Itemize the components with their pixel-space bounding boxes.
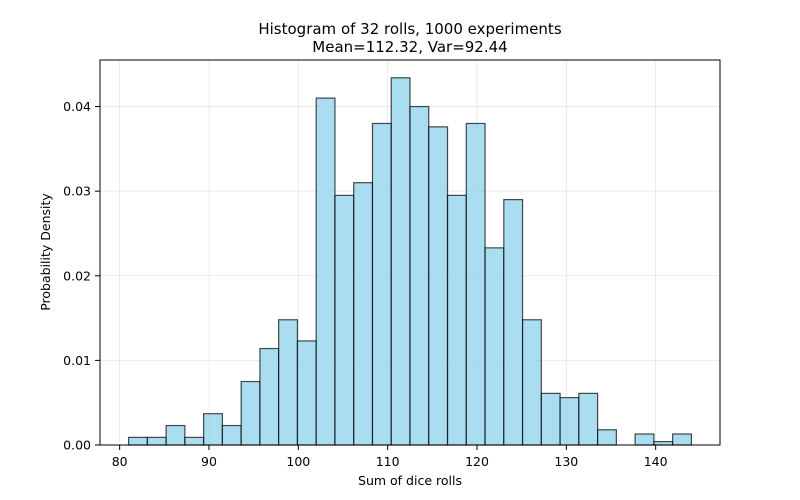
y-tick-label: 0.00 bbox=[63, 438, 91, 453]
y-tick-label: 0.04 bbox=[63, 99, 91, 114]
histogram-bar bbox=[597, 429, 617, 446]
x-tick-label: 120 bbox=[465, 454, 489, 469]
y-tick-label: 0.02 bbox=[63, 268, 91, 283]
histogram-bar bbox=[428, 126, 449, 446]
y-tick-label: 0.01 bbox=[63, 353, 91, 368]
x-tick-label: 130 bbox=[554, 454, 578, 469]
chart-title-line1: Histogram of 32 rolls, 1000 experiments bbox=[258, 20, 561, 38]
x-axis-label: Sum of dice rolls bbox=[358, 473, 462, 488]
histogram-bar bbox=[540, 392, 561, 446]
histogram-bar bbox=[259, 347, 280, 446]
x-tick-label: 140 bbox=[644, 454, 668, 469]
x-tick-label: 100 bbox=[286, 454, 310, 469]
histogram-bar bbox=[165, 424, 186, 446]
histogram-bar bbox=[296, 340, 317, 446]
histogram-bar bbox=[146, 436, 167, 446]
histogram-bar bbox=[672, 433, 693, 446]
histogram-bar bbox=[353, 182, 374, 446]
y-axis-ticks: 0.00 0.01 0.02 0.03 0.04 bbox=[63, 99, 100, 453]
chart-title-line2: Mean=112.32, Var=92.44 bbox=[312, 38, 507, 56]
histogram-bar bbox=[221, 424, 242, 446]
histogram-bar bbox=[278, 319, 299, 446]
histogram-bar bbox=[578, 392, 599, 446]
y-axis-label: Probability Density bbox=[38, 193, 53, 311]
plot-frame bbox=[99, 59, 721, 446]
histogram-bar bbox=[334, 194, 355, 446]
x-tick-label: 90 bbox=[201, 454, 217, 469]
histogram-bar bbox=[503, 199, 524, 446]
histogram-bar bbox=[240, 380, 261, 446]
histogram-bar bbox=[127, 436, 148, 446]
histogram-bar bbox=[315, 97, 336, 446]
histogram-bar bbox=[634, 433, 655, 446]
histogram-bar bbox=[371, 122, 392, 446]
histogram-bar bbox=[184, 436, 205, 446]
x-tick-label: 110 bbox=[376, 454, 400, 469]
histogram-bars bbox=[127, 77, 693, 446]
x-axis-ticks: 80 90 100 110 120 130 140 bbox=[112, 445, 668, 469]
histogram-bar bbox=[409, 105, 430, 446]
histogram-bar bbox=[465, 122, 486, 446]
histogram-bar bbox=[521, 319, 542, 446]
histogram-bar bbox=[559, 397, 580, 446]
histogram-bar bbox=[484, 247, 505, 446]
histogram-bar bbox=[446, 194, 467, 446]
y-tick-label: 0.03 bbox=[63, 184, 91, 199]
histogram-bar bbox=[203, 413, 223, 446]
histogram-bar bbox=[390, 77, 411, 446]
x-tick-label: 80 bbox=[112, 454, 128, 469]
histogram-bar bbox=[653, 441, 674, 446]
